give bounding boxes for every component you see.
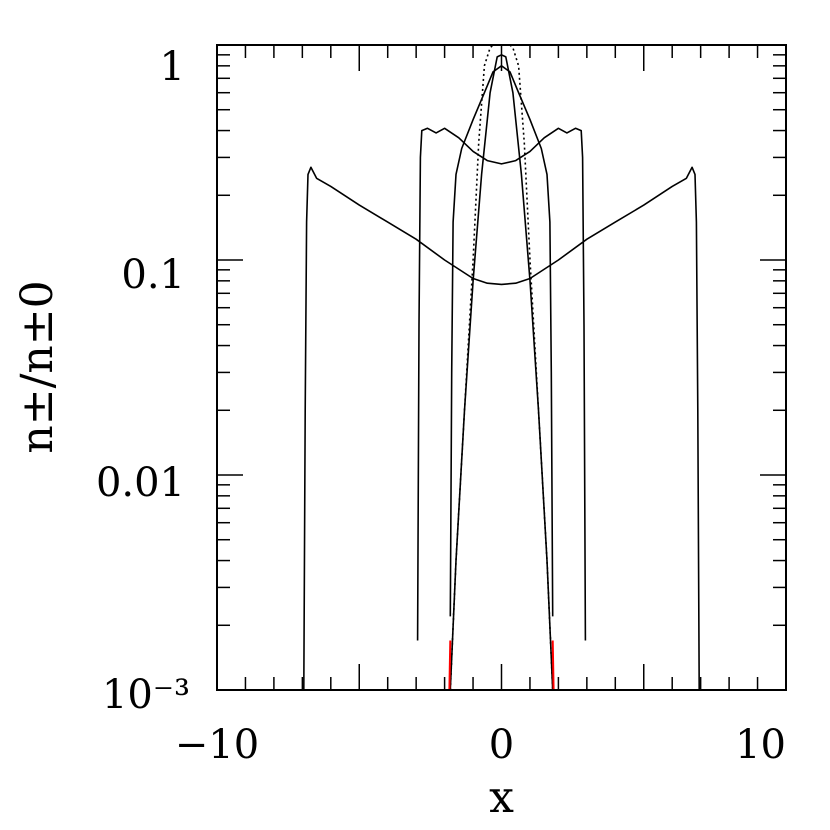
series-group [302, 44, 701, 691]
plot-frame [216, 44, 787, 691]
x-tick-label-0: 0 [489, 722, 514, 768]
series-line-6 [448, 640, 452, 691]
y-tick-label-1: 1 [160, 44, 185, 90]
series-line-1 [302, 166, 701, 691]
series-line-7 [551, 640, 555, 691]
x-tick-label-neg10: −10 [175, 722, 259, 768]
series-line-3 [449, 65, 554, 617]
series-line-5 [449, 44, 554, 691]
y-tick-label-0.1: 0.1 [121, 252, 185, 298]
series-line-4 [449, 53, 554, 691]
series-line-2 [416, 127, 587, 641]
y-tick-label-0.001: 10⁻³ [102, 672, 190, 718]
y-tick-label-0.01: 0.01 [96, 460, 185, 506]
tick-marks [216, 44, 787, 691]
x-axis-label: x [489, 772, 514, 823]
y-axis-label: n±/n±0 [12, 280, 63, 453]
x-tick-label-10: 10 [735, 722, 786, 768]
